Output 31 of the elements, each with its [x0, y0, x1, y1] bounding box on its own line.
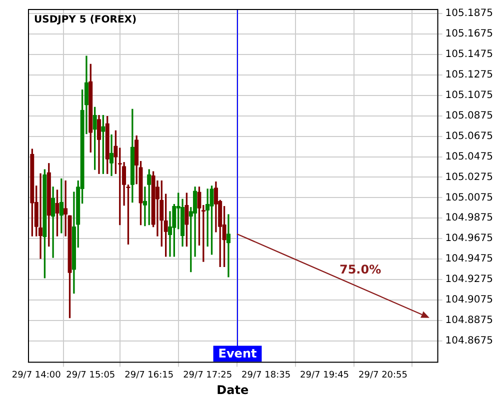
y-tick-label: 105.0075: [445, 192, 494, 204]
y-tick-label: 105.1875: [445, 8, 494, 20]
y-tick-label: 105.1475: [445, 49, 494, 60]
y-tick-label: 105.1275: [445, 70, 494, 81]
x-tick-label: 29/7 17:25: [183, 370, 232, 381]
y-tick-label: 104.9875: [445, 212, 494, 224]
text: USDJPY 5 (FOREX): [34, 14, 137, 26]
y-tick-label: 105.0475: [445, 151, 494, 162]
y-tick-label: 104.8875: [445, 314, 494, 326]
y-tick-label: 105.0875: [445, 110, 494, 122]
y-tick-label: 104.9675: [445, 233, 494, 244]
y-tick-label: 105.0275: [445, 172, 494, 183]
y-tick-label: 104.9075: [445, 294, 494, 306]
y-tick-label: 104.9275: [445, 274, 494, 286]
y-tick-label: 105.0675: [445, 130, 494, 142]
y-tick-label: 105.1675: [445, 28, 494, 40]
candlestick: [226, 214, 231, 278]
y-tick-label: 104.9475: [445, 254, 494, 265]
annotation: 75.0%: [339, 262, 382, 276]
x-tick-label: 29/7 14:00: [12, 370, 62, 381]
candlestick: [38, 173, 43, 259]
x-tick-label: 29/7 19:45: [300, 370, 350, 381]
x-tick-label: 29/7 15:05: [66, 370, 116, 381]
y-tick-label: 105.1075: [445, 90, 494, 102]
x-axis-title: Date: [216, 382, 249, 397]
x-tick-label: 29/7 18:35: [242, 370, 291, 381]
x-tick-label: 29/7 16:15: [124, 370, 174, 381]
ref-line-label: Event: [218, 346, 257, 360]
candlestick: [109, 134, 114, 176]
x-tick-label: 29/7 20:55: [358, 370, 408, 381]
y-tick-label: 104.8675: [445, 335, 494, 346]
